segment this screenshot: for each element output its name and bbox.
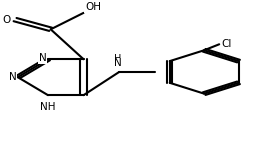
Text: Cl: Cl <box>221 39 232 49</box>
Text: N: N <box>114 58 122 68</box>
Text: OH: OH <box>85 2 101 12</box>
Text: N: N <box>9 72 16 82</box>
Text: H: H <box>114 54 121 64</box>
Text: N: N <box>39 54 47 64</box>
Text: O: O <box>3 15 11 25</box>
Text: NH: NH <box>40 102 56 112</box>
